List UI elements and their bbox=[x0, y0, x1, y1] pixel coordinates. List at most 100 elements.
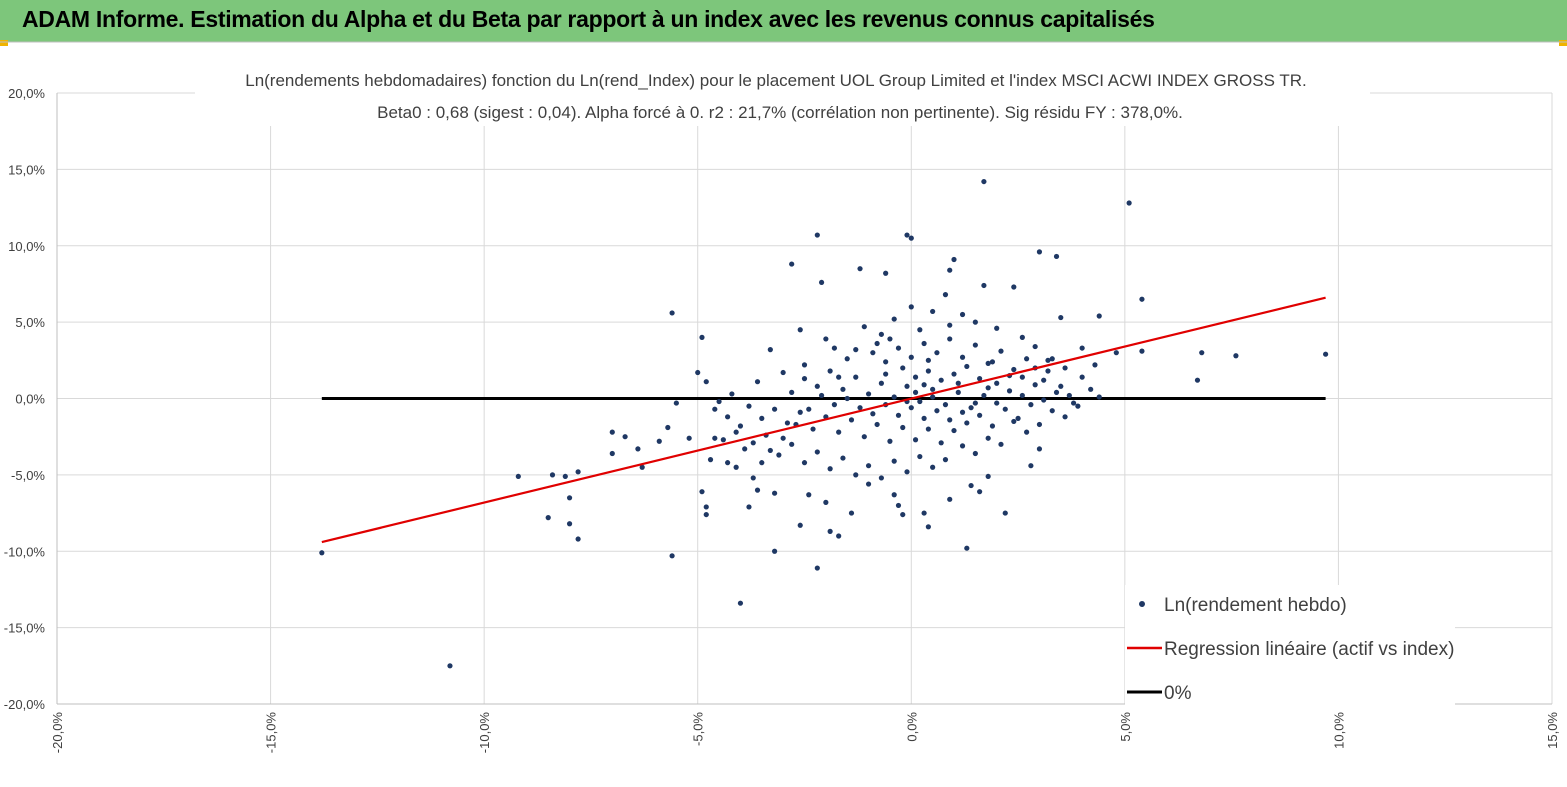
data-point bbox=[789, 261, 795, 267]
data-point bbox=[823, 499, 829, 505]
data-point bbox=[789, 441, 795, 447]
data-point bbox=[865, 463, 872, 469]
data-point bbox=[878, 380, 884, 386]
data-point bbox=[1058, 383, 1064, 389]
data-point bbox=[780, 435, 786, 441]
data-point bbox=[635, 446, 641, 452]
data-point bbox=[1019, 392, 1025, 399]
data-point bbox=[1036, 421, 1043, 428]
data-point bbox=[947, 267, 953, 273]
data-point bbox=[1011, 418, 1017, 425]
data-point bbox=[818, 279, 825, 286]
data-point bbox=[891, 316, 897, 322]
data-point bbox=[712, 435, 718, 441]
data-point bbox=[895, 412, 902, 418]
data-point bbox=[780, 369, 786, 376]
data-point bbox=[942, 402, 949, 408]
data-point bbox=[754, 379, 761, 385]
data-point bbox=[1053, 389, 1060, 395]
data-point bbox=[912, 437, 919, 443]
data-point bbox=[1032, 343, 1038, 350]
data-point bbox=[981, 178, 987, 185]
data-point bbox=[733, 464, 739, 470]
data-point bbox=[515, 473, 521, 480]
data-point bbox=[1028, 402, 1034, 408]
data-point bbox=[883, 270, 889, 276]
x-tick-label: -5,0% bbox=[691, 712, 706, 746]
data-point bbox=[746, 403, 752, 409]
data-point bbox=[609, 450, 615, 457]
x-tick-label: 0,0% bbox=[904, 712, 919, 742]
data-point bbox=[1041, 377, 1047, 383]
data-point bbox=[989, 423, 996, 429]
data-point bbox=[895, 345, 902, 351]
data-point bbox=[1079, 374, 1085, 380]
data-point bbox=[908, 235, 914, 241]
corner-marker-left bbox=[0, 40, 8, 46]
data-point bbox=[622, 434, 628, 440]
data-point bbox=[917, 327, 923, 333]
data-point bbox=[1062, 414, 1068, 420]
data-point bbox=[844, 356, 850, 362]
data-point bbox=[801, 362, 808, 368]
data-point bbox=[930, 464, 936, 470]
data-point bbox=[930, 394, 936, 400]
x-tick-label: -20,0% bbox=[50, 712, 65, 754]
data-point bbox=[703, 504, 709, 510]
data-point bbox=[857, 266, 863, 272]
data-point bbox=[686, 435, 692, 441]
data-point bbox=[1045, 357, 1051, 363]
data-point bbox=[865, 391, 872, 397]
data-point bbox=[874, 340, 880, 347]
data-point bbox=[831, 402, 838, 408]
data-point bbox=[1024, 356, 1030, 362]
data-point bbox=[994, 325, 1000, 331]
data-point bbox=[1233, 353, 1239, 359]
data-point bbox=[759, 460, 765, 466]
page-title: ADAM Informe. Estimation du Alpha et du … bbox=[22, 6, 1155, 32]
data-point bbox=[712, 406, 718, 412]
data-point bbox=[1045, 368, 1051, 374]
data-point bbox=[998, 348, 1004, 354]
data-point bbox=[930, 386, 936, 392]
data-point bbox=[1062, 365, 1068, 371]
legend-label-zero: 0% bbox=[1164, 683, 1192, 704]
corner-marker-right bbox=[1559, 40, 1567, 46]
data-point bbox=[1032, 382, 1038, 388]
data-point bbox=[639, 464, 645, 470]
data-point bbox=[994, 400, 1000, 406]
data-point bbox=[925, 426, 931, 432]
data-point bbox=[955, 389, 961, 395]
y-tick-label: 15,0% bbox=[8, 162, 45, 177]
data-point bbox=[827, 528, 833, 534]
data-point bbox=[891, 458, 897, 464]
data-point bbox=[840, 386, 846, 392]
data-point bbox=[695, 369, 701, 376]
data-point bbox=[767, 347, 773, 353]
data-point bbox=[900, 511, 906, 518]
data-point bbox=[1049, 356, 1055, 362]
data-point bbox=[1036, 249, 1043, 255]
data-point bbox=[977, 412, 983, 418]
data-point bbox=[1092, 362, 1098, 368]
legend-marker-scatter bbox=[1139, 601, 1145, 607]
data-point bbox=[1019, 334, 1025, 340]
data-point bbox=[772, 548, 778, 554]
data-point bbox=[912, 374, 919, 380]
data-point bbox=[891, 394, 897, 400]
data-point bbox=[1002, 406, 1008, 412]
data-point bbox=[947, 417, 953, 423]
data-point bbox=[831, 345, 838, 351]
data-point bbox=[891, 492, 897, 498]
data-point bbox=[673, 400, 679, 406]
data-point bbox=[870, 411, 876, 417]
chart-title-line1: Ln(rendements hebdomadaires) fonction du… bbox=[245, 71, 1307, 90]
y-tick-label: 20,0% bbox=[8, 86, 45, 101]
y-tick-label: 0,0% bbox=[15, 392, 45, 407]
legend-background bbox=[1125, 585, 1455, 705]
data-point bbox=[754, 487, 761, 493]
data-point bbox=[772, 406, 778, 412]
data-point bbox=[887, 336, 893, 342]
data-point bbox=[959, 311, 966, 318]
data-point bbox=[1075, 403, 1081, 409]
